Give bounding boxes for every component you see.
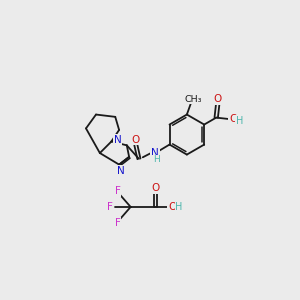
Text: N: N bbox=[117, 166, 124, 176]
Text: N: N bbox=[151, 148, 159, 158]
Text: O: O bbox=[151, 183, 159, 193]
Text: CH₃: CH₃ bbox=[184, 94, 202, 103]
Text: O: O bbox=[131, 135, 139, 145]
Text: F: F bbox=[115, 186, 121, 196]
Text: O: O bbox=[229, 114, 237, 124]
Text: H: H bbox=[153, 155, 160, 164]
Text: O: O bbox=[214, 94, 222, 104]
Text: N: N bbox=[114, 135, 122, 145]
Text: O: O bbox=[168, 202, 176, 212]
Text: F: F bbox=[115, 218, 121, 228]
Text: H: H bbox=[176, 202, 183, 212]
Text: H: H bbox=[236, 116, 243, 126]
Text: F: F bbox=[107, 202, 113, 212]
